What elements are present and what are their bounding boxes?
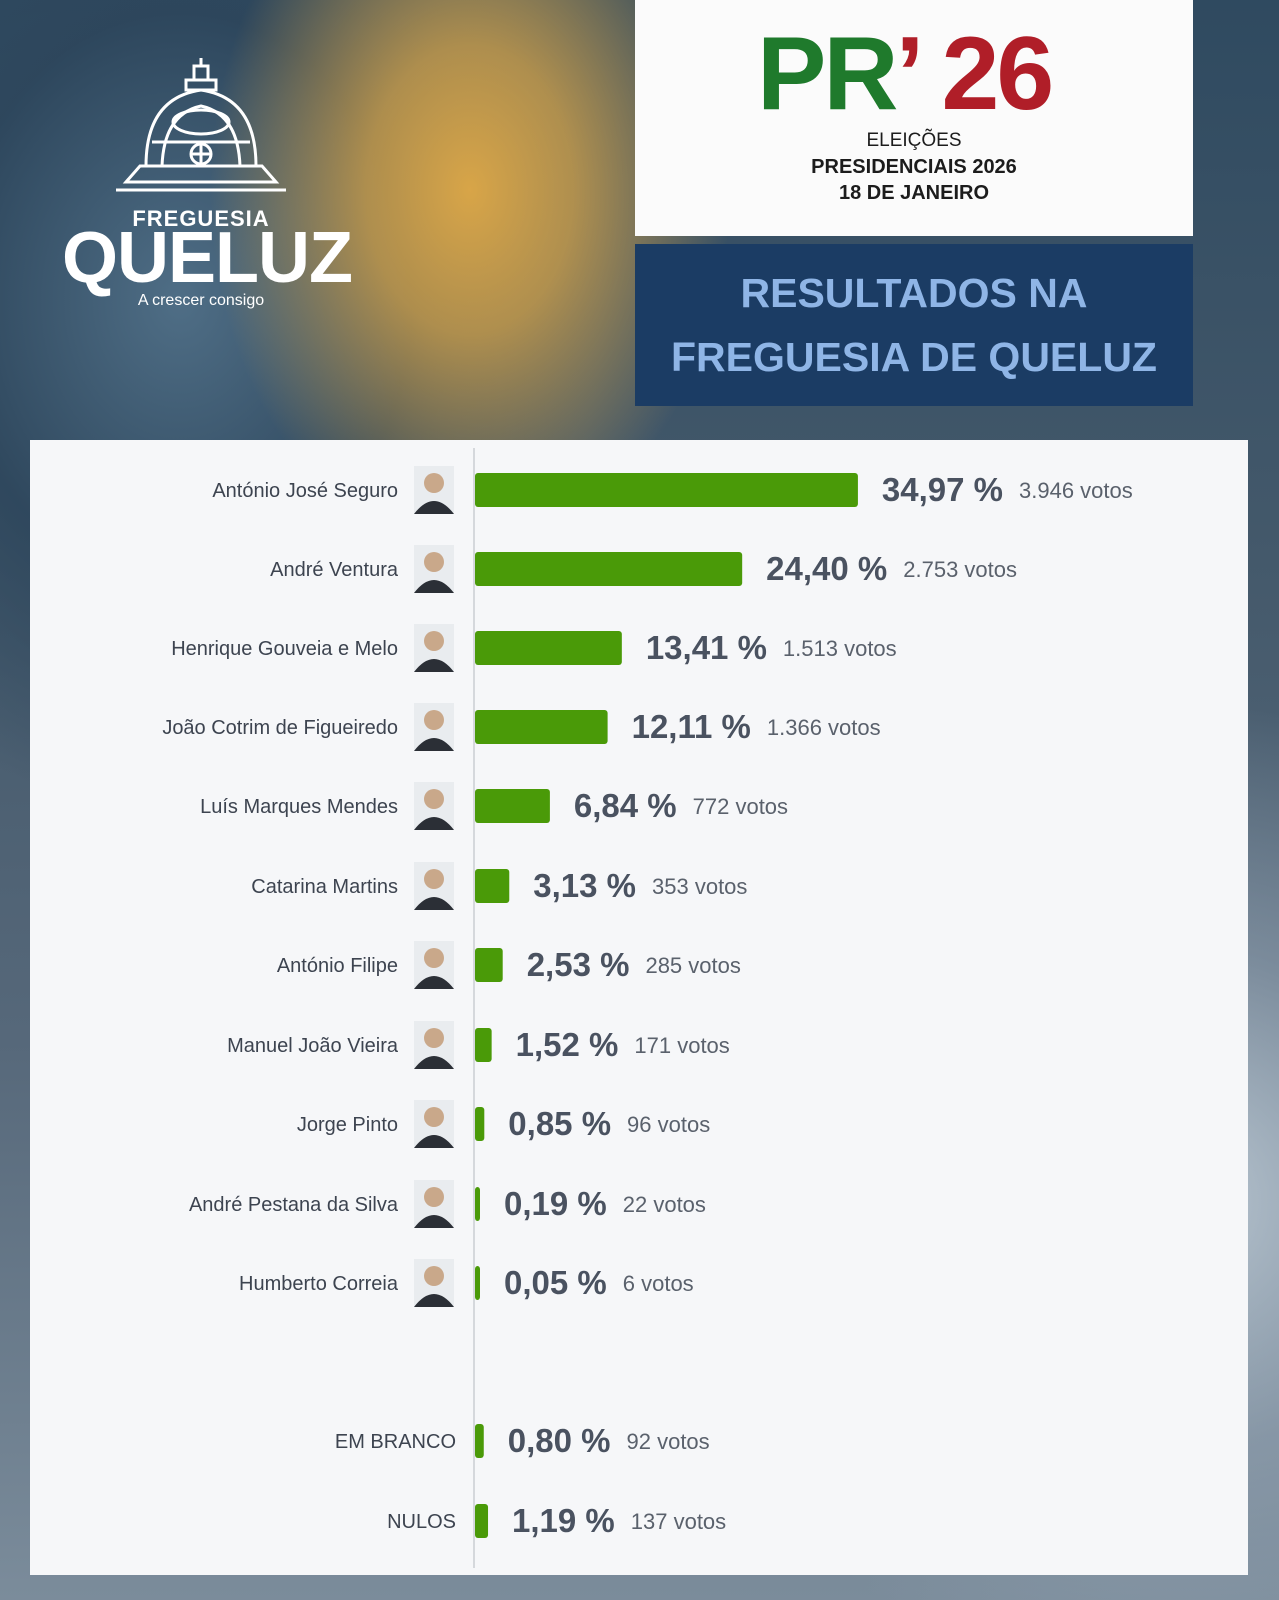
percent-label: 12,11 % xyxy=(632,708,751,745)
result-bar xyxy=(475,948,503,982)
candidate-photo-body xyxy=(414,659,454,672)
result-bar xyxy=(475,1424,484,1458)
percent-label: 0,80 % xyxy=(508,1422,611,1459)
candidate-photo-face xyxy=(424,1028,444,1048)
result-bar xyxy=(475,789,550,823)
candidate-label: António Filipe xyxy=(277,955,398,977)
percent-label: 13,41 % xyxy=(646,629,767,666)
candidate-label: Luís Marques Mendes xyxy=(200,796,398,818)
logo-freguesia-text: FREGUESIA xyxy=(132,206,270,231)
votes-label: 96 votos xyxy=(627,1112,710,1137)
candidate-label: EM BRANCO xyxy=(335,1431,456,1453)
candidate-photo-face xyxy=(424,473,444,493)
result-bar xyxy=(475,473,858,507)
result-bar xyxy=(475,710,608,744)
candidate-label: Henrique Gouveia e Melo xyxy=(171,638,398,660)
percent-label: 3,13 % xyxy=(533,867,636,904)
candidate-label: André Ventura xyxy=(270,559,399,581)
candidate-photo-body xyxy=(414,897,454,910)
results-panel: António José Seguro 34,97 % 3.946 votos And… xyxy=(30,440,1248,1575)
candidate-photo-face xyxy=(424,710,444,730)
votes-label: 1.366 votos xyxy=(767,715,881,740)
percent-label: 0,19 % xyxy=(504,1185,607,1222)
votes-label: 6 votos xyxy=(623,1271,694,1296)
votes-label: 353 votos xyxy=(652,874,747,899)
candidate-photo-face xyxy=(424,552,444,572)
candidate-photo-body xyxy=(414,817,454,830)
pr-mark-text: PR xyxy=(757,16,898,132)
election-date: 18 DE JANEIRO xyxy=(838,182,990,204)
candidate-photo-body xyxy=(414,1135,454,1148)
election-line-2: PRESIDENCIAIS 2026 xyxy=(811,156,1017,178)
candidate-photo-face xyxy=(424,869,444,889)
percent-label: 34,97 % xyxy=(882,471,1003,508)
percent-label: 0,05 % xyxy=(504,1264,607,1301)
result-bar xyxy=(475,869,510,903)
candidate-label: Humberto Correia xyxy=(239,1273,399,1295)
results-bar-chart: António José Seguro 34,97 % 3.946 votos And… xyxy=(162,448,1133,1568)
palace-dome-icon xyxy=(116,58,286,192)
freguesia-logo: FREGUESIA QUELUZ A crescer consigo xyxy=(62,58,353,318)
candidate-photo-face xyxy=(424,631,444,651)
candidate-label: André Pestana da Silva xyxy=(189,1194,399,1216)
result-bar xyxy=(475,1266,480,1300)
candidate-photo-body xyxy=(414,501,454,514)
pr-mark-apostrophe: ’ xyxy=(895,16,918,132)
votes-label: 22 votos xyxy=(623,1192,706,1217)
pr-mark-year: 26 xyxy=(941,16,1055,132)
result-bar xyxy=(475,552,743,586)
candidate-photo-face xyxy=(424,789,444,809)
candidate-photo-face xyxy=(424,948,444,968)
votes-label: 137 votos xyxy=(631,1509,726,1534)
logo-queluz-text: QUELUZ xyxy=(62,218,353,298)
candidate-photo-face xyxy=(424,1266,444,1286)
candidate-label: NULOS xyxy=(387,1511,456,1533)
election-line-1: ELEIÇÕES xyxy=(866,130,962,151)
votes-label: 2.753 votos xyxy=(903,557,1017,582)
votes-label: 772 votos xyxy=(693,794,788,819)
candidate-label: Jorge Pinto xyxy=(297,1114,398,1136)
percent-label: 6,84 % xyxy=(574,787,677,824)
result-bar xyxy=(475,1107,485,1141)
percent-label: 0,85 % xyxy=(508,1105,611,1142)
votes-label: 92 votos xyxy=(627,1429,710,1454)
candidate-photo-body xyxy=(414,1215,454,1228)
result-bar xyxy=(475,1187,480,1221)
election-logo-card: PR’ 26 ELEIÇÕES PRESIDENCIAIS 2026 18 DE… xyxy=(635,0,1193,236)
results-title-line-1: RESULTADOS NA xyxy=(740,270,1088,316)
candidate-label: João Cotrim de Figueiredo xyxy=(162,717,398,739)
results-title-line-2: FREGUESIA DE QUELUZ xyxy=(671,334,1157,380)
candidate-photo-face xyxy=(424,1187,444,1207)
candidate-photo-face xyxy=(424,1107,444,1127)
candidate-label: António José Seguro xyxy=(212,480,398,502)
candidate-label: Catarina Martins xyxy=(251,876,398,898)
pr26-logo: PR’ 26 xyxy=(757,22,1054,126)
percent-label: 1,52 % xyxy=(516,1026,619,1063)
candidate-label: Manuel João Vieira xyxy=(227,1035,399,1057)
votes-label: 285 votos xyxy=(645,953,740,978)
candidate-photo-body xyxy=(414,580,454,593)
logo-tagline: A crescer consigo xyxy=(137,292,265,309)
candidate-photo-body xyxy=(414,738,454,751)
percent-label: 1,19 % xyxy=(512,1502,615,1539)
percent-label: 24,40 % xyxy=(766,550,887,587)
votes-label: 171 votos xyxy=(634,1033,729,1058)
percent-label: 2,53 % xyxy=(527,946,630,983)
candidate-photo-body xyxy=(414,1056,454,1069)
result-bar xyxy=(475,1504,489,1538)
result-bar xyxy=(475,631,622,665)
candidate-photo-body xyxy=(414,1294,454,1307)
votes-label: 1.513 votos xyxy=(783,636,897,661)
votes-label: 3.946 votos xyxy=(1019,478,1133,503)
candidate-photo-body xyxy=(414,976,454,989)
result-bar xyxy=(475,1028,492,1062)
results-title-card: RESULTADOS NA FREGUESIA DE QUELUZ xyxy=(635,244,1193,406)
